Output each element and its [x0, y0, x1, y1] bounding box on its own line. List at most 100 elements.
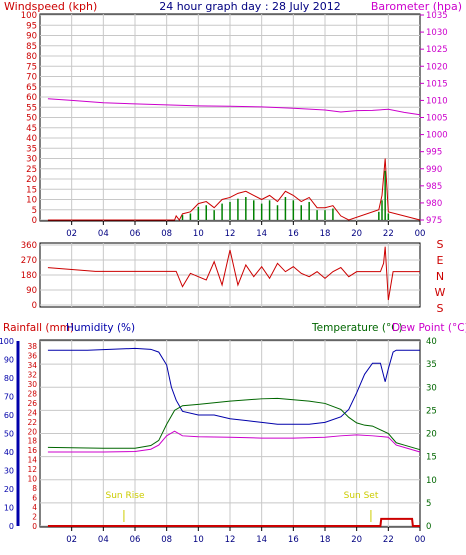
windspeed-tick-label: 40: [26, 134, 37, 144]
humidity-tick-label: 30: [4, 467, 14, 476]
rainfall-tick-label: 8: [32, 484, 37, 493]
humidity-tick-label: 50: [4, 430, 14, 439]
barometer-tick-label: 1010: [426, 96, 448, 106]
windspeed-tick-label: 50: [26, 114, 37, 124]
barometer-tick-label: 1015: [426, 79, 448, 89]
humidity-tick-label: 60: [4, 411, 14, 420]
windspeed-tick-label: 15: [26, 185, 37, 195]
windspeed-tick-label: 65: [26, 83, 37, 93]
barometer-tick-label: 990: [426, 165, 442, 175]
temperature-tick-label: 15: [426, 453, 437, 463]
temperature-tick-label: 20: [426, 430, 437, 440]
rainfall-tick-label: 28: [27, 389, 37, 398]
windspeed-tick-label: 25: [26, 165, 37, 175]
humidity-line: [47, 347, 420, 425]
rainfall-line: [47, 517, 420, 527]
rainfall-tick-label: 2: [32, 513, 37, 522]
barometer-line: [47, 98, 421, 116]
x-tick-label: 18: [320, 535, 331, 545]
grid-layer: [40, 14, 420, 527]
x-tick-label: 16: [288, 535, 299, 545]
direction-label-s-top: S: [437, 238, 444, 251]
rainfall-label: Rainfall (mm): [3, 322, 74, 334]
windspeed-tick-label: 0: [32, 216, 37, 226]
humidity-tick-label: 90: [4, 356, 14, 365]
x-tick-label: 00: [415, 535, 426, 545]
rainfall-tick-label: 4: [32, 503, 37, 512]
x-tick-label: 20: [351, 229, 362, 239]
windspeed-tick-label: 75: [26, 62, 37, 72]
x-tick-label: 08: [161, 535, 172, 545]
barometer-tick-label: 995: [426, 148, 442, 158]
direction-tick-label: 0: [32, 301, 37, 311]
x-tick-label: 12: [225, 229, 236, 239]
temperature-tick-label: 25: [426, 406, 437, 416]
direction-label-w: W: [435, 286, 446, 299]
rainfall-tick-label: 16: [27, 446, 37, 455]
x-tick-label: 04: [98, 229, 109, 239]
rainfall-tick-label: 10: [27, 475, 37, 484]
windspeed-tick-label: 30: [26, 155, 37, 165]
direction-tick-label: 270: [21, 256, 37, 266]
windspeed-label: Windspeed (kph): [4, 0, 97, 13]
rainfall-tick-label: 30: [27, 380, 37, 389]
humidity-tick-label: 70: [4, 393, 14, 402]
barometer-label: Barometer (hpa): [371, 0, 462, 13]
x-tick-label: 16: [288, 229, 299, 239]
windspeed-tick-label: 80: [26, 52, 37, 62]
rainfall-tick-label: 18: [27, 437, 37, 446]
windspeed-tick-label: 55: [26, 103, 37, 113]
direction-tick-label: 180: [21, 271, 37, 281]
x-tick-label: 08: [161, 229, 172, 239]
rainfall-tick-label: 6: [32, 494, 37, 503]
rainfall-tick-label: 22: [27, 418, 37, 427]
barometer-tick-label: 1005: [426, 114, 448, 124]
chart-title: 24 hour graph day : 28 July 2012: [159, 0, 341, 13]
temperature-tick-label: 0: [426, 522, 431, 532]
temperature-tick-label: 30: [426, 383, 437, 393]
direction-line: [47, 246, 420, 301]
rainfall-tick-label: 26: [27, 399, 37, 408]
rainfall-tick-label: 20: [27, 427, 37, 436]
windspeed-tick-label: 100: [21, 11, 37, 21]
x-tick-label: 02: [66, 229, 77, 239]
rainfall-tick-label: 38: [27, 342, 37, 351]
temperature-tick-label: 10: [426, 476, 437, 486]
humidity-tick-label: 40: [4, 448, 14, 457]
x-tick-label: 02: [66, 535, 77, 545]
barometer-tick-label: 985: [426, 182, 442, 192]
humidity-tick-label: 0: [9, 522, 14, 531]
x-tick-label: 00: [415, 229, 426, 239]
humidity-tick-label: 80: [4, 374, 14, 383]
barometer-tick-label: 1030: [426, 28, 448, 38]
windspeed-tick-label: 70: [26, 73, 37, 83]
dewpoint-line: [47, 430, 421, 453]
x-tick-label: 10: [193, 535, 204, 545]
direction-label-e: E: [437, 254, 444, 267]
windspeed-tick-label: 90: [26, 32, 37, 42]
barometer-tick-label: 1035: [426, 11, 448, 21]
barometer-tick-label: 1020: [426, 62, 448, 72]
barometer-tick-label: 975: [426, 216, 442, 226]
temperature-line: [47, 397, 421, 451]
series-layer: [47, 98, 421, 527]
direction-label-n: N: [436, 270, 444, 283]
windspeed-line: [47, 158, 421, 221]
temperature-tick-label: 35: [426, 360, 437, 370]
x-tick-label: 22: [383, 535, 394, 545]
rainfall-tick-label: 34: [27, 361, 37, 370]
x-tick-label: 14: [256, 535, 267, 545]
x-tick-label: 18: [320, 229, 331, 239]
barometer-tick-label: 1000: [426, 131, 448, 141]
temperature-tick-label: 5: [426, 499, 431, 509]
x-tick-label: 20: [351, 535, 362, 545]
barometer-tick-label: 1025: [426, 45, 448, 55]
windspeed-tick-label: 10: [26, 196, 37, 206]
temperature-label: Temperature (°C): [311, 322, 403, 334]
sun-rise-label: Sun Rise: [106, 491, 145, 501]
barometer-tick-label: 980: [426, 199, 442, 209]
windspeed-tick-label: 20: [26, 175, 37, 185]
humidity-tick-label: 100: [0, 337, 14, 346]
